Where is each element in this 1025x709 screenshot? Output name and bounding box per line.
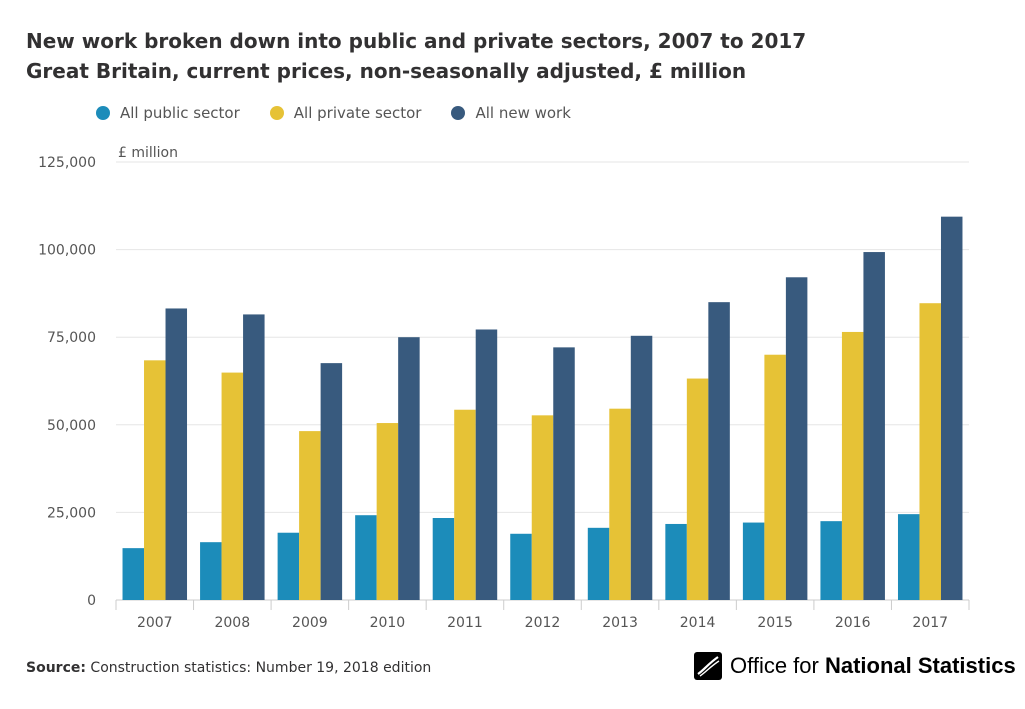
bar-public-2010 — [355, 515, 377, 600]
title-line-2: Great Britain, current prices, non-seaso… — [26, 59, 747, 83]
bar-public-2007 — [122, 548, 145, 600]
y-tick-label: 125,000 — [38, 155, 96, 171]
bar-all-2013 — [630, 335, 653, 600]
x-tick-label: 2011 — [447, 615, 483, 631]
y-tick-label: 0 — [87, 593, 96, 609]
legend-label-private: All private sector — [293, 104, 422, 122]
bar-private-2012 — [531, 415, 554, 600]
x-tick-label: 2008 — [214, 615, 250, 631]
legend-swatch-all — [451, 106, 466, 120]
legend-item-all[interactable]: All new work — [451, 104, 571, 122]
bar-public-2013 — [587, 527, 610, 600]
bar-public-2011 — [432, 518, 455, 600]
bar-all-2007 — [165, 308, 188, 600]
x-tick-label: 2016 — [835, 615, 871, 631]
bar-private-2007 — [144, 360, 166, 600]
bar-private-2009 — [299, 431, 321, 600]
bar-all-2012 — [553, 347, 575, 600]
bar-private-2013 — [609, 408, 631, 600]
bar-all-2017 — [940, 216, 963, 600]
bar-private-2011 — [454, 409, 476, 600]
x-tick-label: 2015 — [757, 615, 793, 631]
y-tick-label: 100,000 — [38, 243, 96, 259]
bar-all-2008 — [243, 314, 265, 600]
x-tick-label: 2010 — [370, 615, 406, 631]
legend-item-private[interactable]: All private sector — [269, 104, 422, 122]
y-tick-label: 75,000 — [47, 330, 96, 346]
bar-public-2012 — [510, 533, 532, 600]
y-tick-label: 50,000 — [47, 418, 96, 434]
y-tick-label: 25,000 — [47, 505, 96, 521]
legend-item-public[interactable]: All public sector — [96, 104, 240, 122]
source-text: Construction statistics: Number 19, 2018… — [90, 660, 432, 676]
x-tick-label: 2013 — [602, 615, 638, 631]
bar-public-2008 — [200, 542, 222, 600]
ons-logo-icon — [694, 652, 722, 680]
y-axis-label: £ million — [118, 145, 178, 161]
ons-logo[interactable]: Office for National Statistics — [694, 652, 1016, 680]
bar-all-2009 — [320, 363, 343, 600]
source-label: Source: — [26, 660, 86, 676]
source-note: Source: Construction statistics: Number … — [26, 660, 431, 676]
legend-swatch-private — [269, 106, 284, 120]
bar-all-2014 — [708, 302, 730, 600]
bar-all-2010 — [398, 337, 420, 600]
bar-private-2017 — [919, 303, 941, 600]
legend-label-public: All public sector — [120, 104, 240, 122]
x-tick-label: 2007 — [137, 615, 173, 631]
bar-private-2016 — [841, 331, 864, 600]
bar-public-2014 — [665, 523, 687, 600]
bar-all-2016 — [863, 252, 885, 600]
bar-private-2008 — [221, 372, 244, 600]
bar-public-2017 — [897, 514, 920, 600]
bar-public-2016 — [820, 521, 842, 600]
bar-private-2014 — [686, 378, 709, 600]
title-line-1: New work broken down into public and pri… — [26, 29, 807, 53]
ons-logo-text-bold: National Statistics — [824, 653, 1016, 678]
bar-private-2015 — [764, 354, 786, 600]
legend-swatch-public — [96, 106, 110, 120]
chart-title: New work broken down into public and pri… — [26, 26, 806, 86]
bar-public-2009 — [277, 532, 300, 600]
x-tick-label: 2014 — [680, 615, 716, 631]
bar-public-2015 — [742, 522, 765, 600]
x-tick-label: 2012 — [525, 615, 561, 631]
x-tick-label: 2017 — [912, 615, 948, 631]
bar-private-2010 — [376, 423, 399, 600]
legend: All public sector All private sector All… — [96, 104, 601, 122]
ons-logo-text-regular: Office for — [730, 653, 825, 678]
legend-label-all: All new work — [475, 104, 571, 122]
bar-all-2015 — [785, 277, 808, 600]
bar-all-2011 — [475, 329, 498, 600]
x-tick-label: 2009 — [292, 615, 328, 631]
